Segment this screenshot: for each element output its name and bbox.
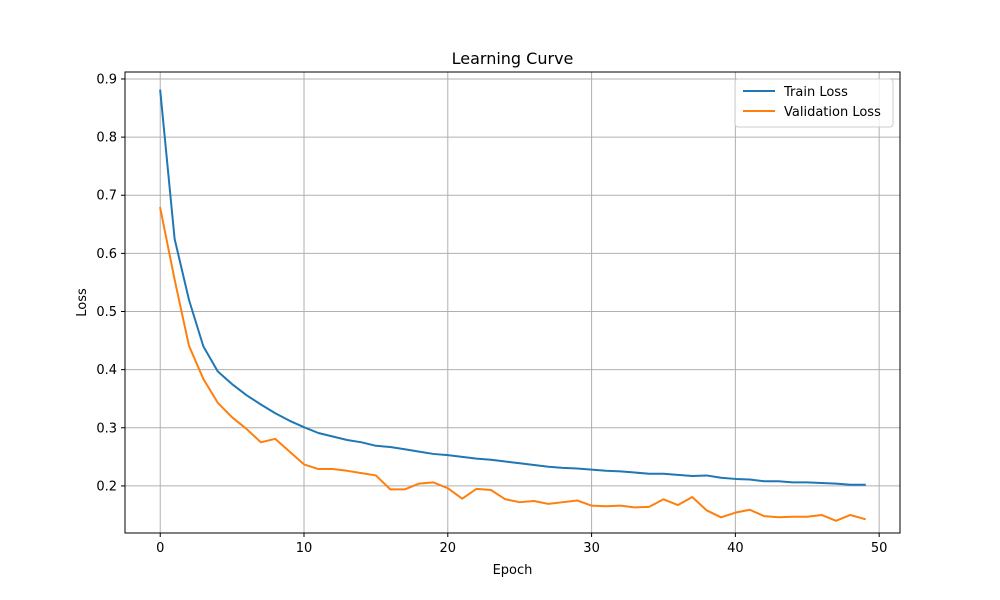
series-line-validation-loss xyxy=(159,206,867,522)
x-tick-label-50: 50 xyxy=(871,541,888,556)
series-lines xyxy=(159,89,867,522)
y-tick-label-0-2: 0.2 xyxy=(96,479,117,494)
y-tick-label-0-4: 0.4 xyxy=(96,363,117,378)
chart-title: Learning Curve xyxy=(452,49,574,68)
series-line-train-loss xyxy=(159,89,866,486)
y-axis-title: Loss xyxy=(75,288,90,317)
plot-area-frame xyxy=(124,71,901,534)
y-tick-label-0-8: 0.8 xyxy=(96,131,117,146)
x-tick-label-40: 40 xyxy=(727,541,744,556)
x-tick-label-10: 10 xyxy=(296,541,313,556)
x-tick-label-30: 30 xyxy=(583,541,600,556)
x-tick-label-0: 0 xyxy=(156,541,164,556)
x-axis-title: Epoch xyxy=(493,563,533,578)
legend-label-train-loss: Train Loss xyxy=(783,85,848,100)
grid xyxy=(125,72,900,533)
axis-ticks: 0 10 20 30 40 50 0.2 0.3 0.4 0.5 0.6 0.7 0.8 0.9 xyxy=(96,72,887,556)
y-tick-label-0-5: 0.5 xyxy=(96,305,117,320)
legend-label-validation-loss: Validation Loss xyxy=(784,105,881,120)
y-tick-label-0-9: 0.9 xyxy=(96,72,117,87)
y-tick-label-0-3: 0.3 xyxy=(96,421,117,436)
x-tick-label-20: 20 xyxy=(440,541,457,556)
y-tick-label-0-6: 0.6 xyxy=(96,247,117,262)
y-tick-label-0-7: 0.7 xyxy=(96,189,117,204)
legend: Train Loss Validation Loss xyxy=(734,78,894,128)
